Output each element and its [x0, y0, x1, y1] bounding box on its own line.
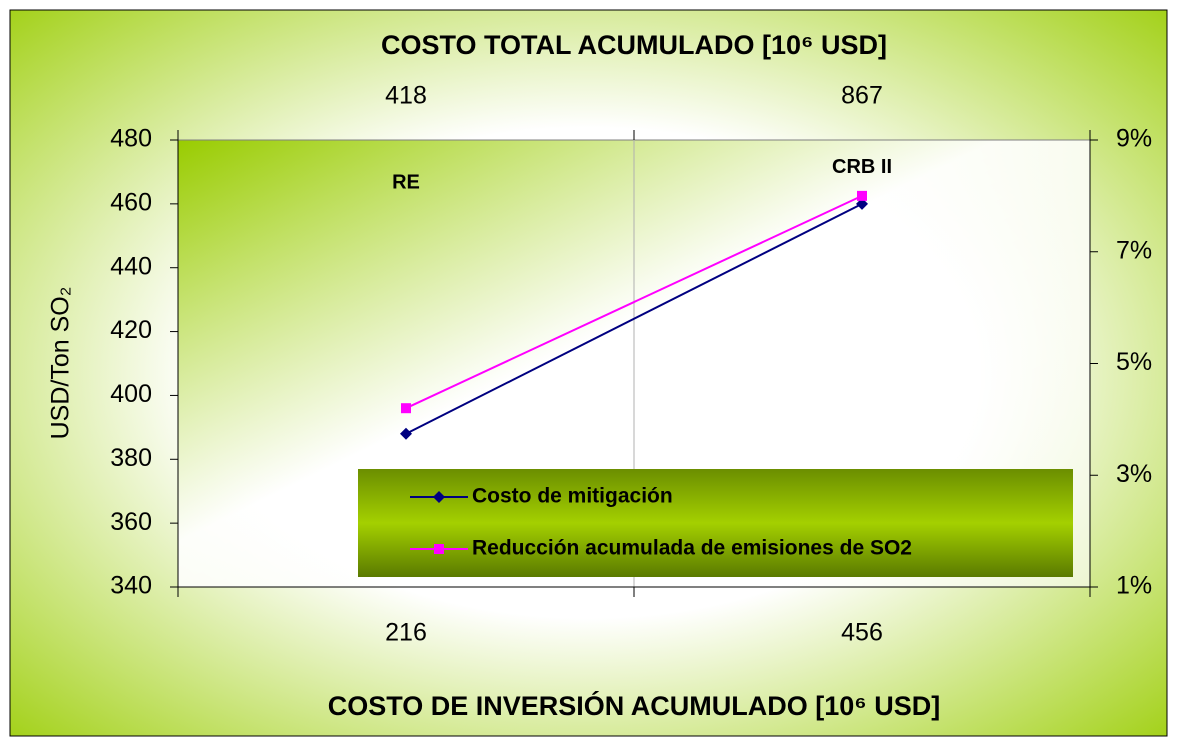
- y-tick-label: 380: [110, 444, 152, 472]
- legend-marker: [433, 491, 445, 503]
- series-line: [405, 202, 863, 435]
- y-axis-label: USD/Ton SO₂: [47, 287, 75, 440]
- y-tick-label: 360: [110, 508, 152, 536]
- point-label: CRB II: [832, 156, 892, 178]
- y-tick-label: 340: [110, 572, 152, 600]
- legend-label: Costo de mitigación: [472, 485, 673, 508]
- y-tick-label: 420: [110, 316, 152, 344]
- y-tick-label: 460: [110, 188, 152, 216]
- chart-title: COSTO TOTAL ACUMULADO [10⁶ USD]: [381, 30, 887, 60]
- data-point: [401, 403, 411, 414]
- y2-tick-label: 9%: [1116, 125, 1152, 153]
- data-point: [857, 190, 867, 201]
- top-tick-label: 867: [841, 82, 883, 110]
- x-tick-label: 216: [385, 619, 427, 647]
- series-line: [405, 194, 863, 410]
- y2-tick-label: 3%: [1116, 460, 1152, 488]
- data-point: [400, 427, 412, 440]
- y2-tick-label: 5%: [1116, 348, 1152, 376]
- y-tick-label: 400: [110, 380, 152, 408]
- legend-box: [358, 469, 1073, 577]
- y-tick-label: 440: [110, 252, 152, 280]
- top-tick-label: 418: [385, 82, 427, 110]
- x-tick-label: 456: [841, 619, 883, 647]
- legend-label: Reducción acumulada de emisiones de SO2: [472, 537, 912, 560]
- y2-tick-label: 7%: [1116, 236, 1152, 264]
- point-label: RE: [392, 171, 420, 193]
- y-tick-label: 480: [110, 125, 152, 153]
- legend-marker: [434, 544, 444, 554]
- x-axis-label: COSTO DE INVERSIÓN ACUMULADO [10⁶ USD]: [328, 690, 940, 721]
- y2-tick-label: 1%: [1116, 572, 1152, 600]
